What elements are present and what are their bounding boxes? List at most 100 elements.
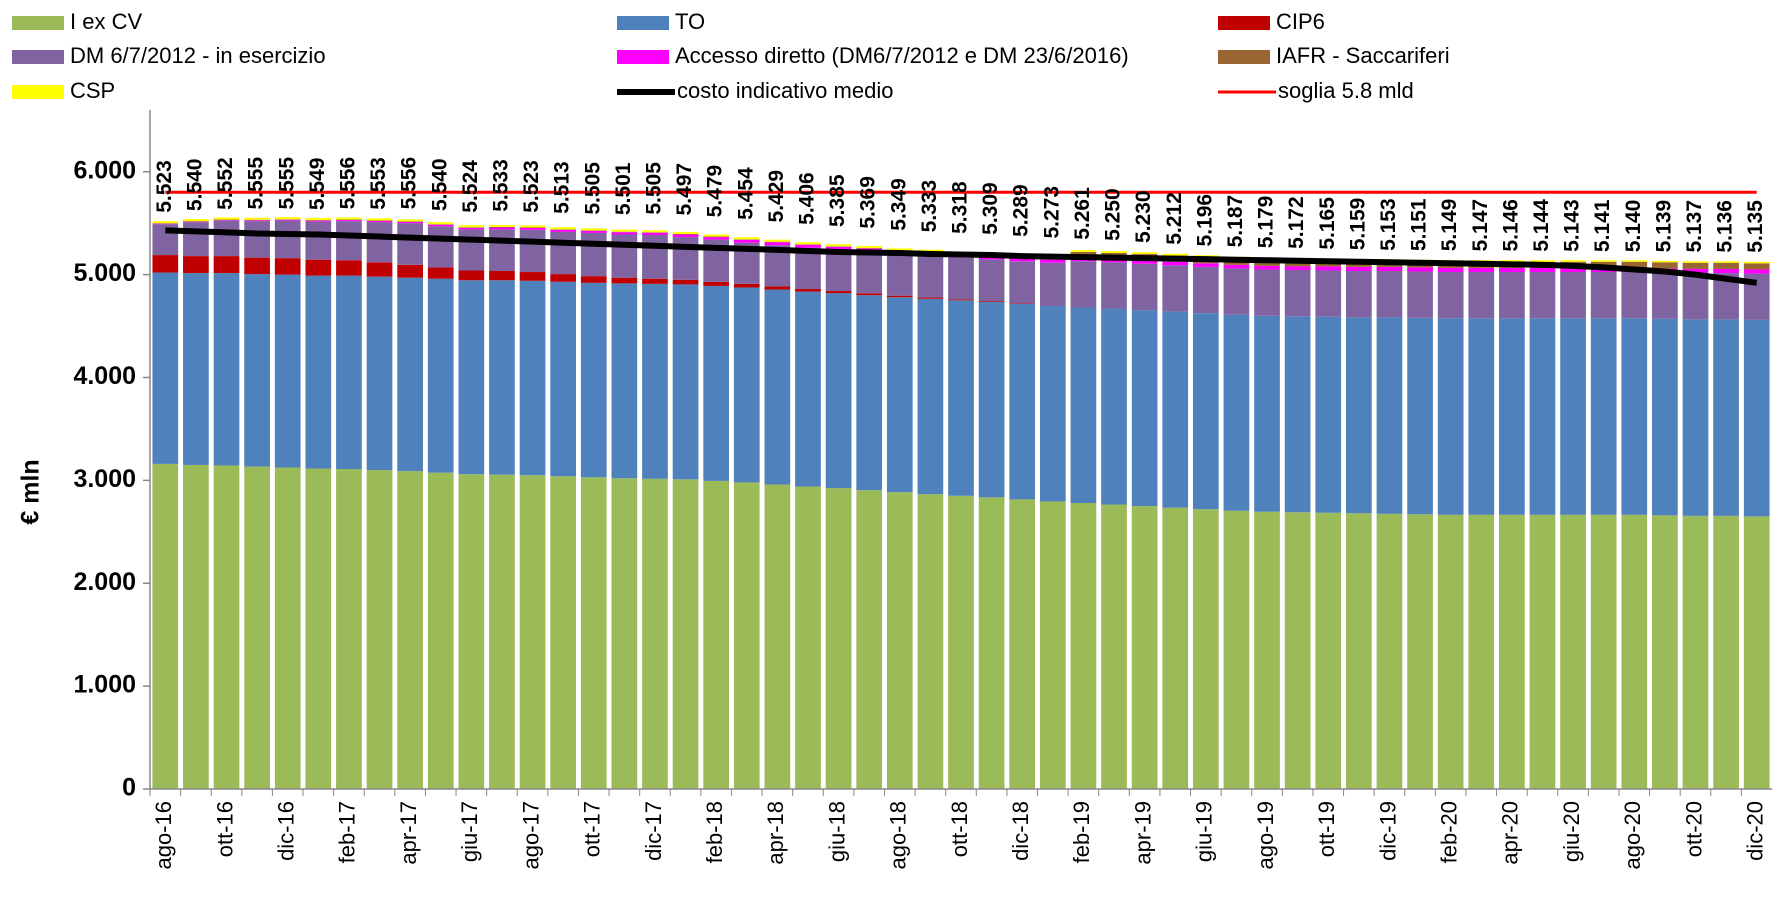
- bar-segment: [305, 259, 332, 276]
- bar-segment: [458, 474, 485, 789]
- bar-segment: [1039, 262, 1066, 306]
- bar-segment: [366, 220, 393, 223]
- total-label: 5.555: [245, 157, 268, 210]
- bar-segment: [519, 475, 546, 789]
- total-label: 5.505: [643, 162, 666, 215]
- bar-segment: [1499, 260, 1525, 262]
- x-tick-label: apr-19: [1130, 801, 1155, 865]
- bar-segment: [1437, 514, 1464, 789]
- bar-segment: [183, 256, 209, 274]
- bar-segment: [397, 264, 423, 278]
- bar-segment: [642, 232, 668, 233]
- bar-segment: [1682, 273, 1709, 320]
- bar-segment: [764, 289, 791, 485]
- total-label: 5.385: [826, 174, 849, 227]
- bar-segment: [856, 293, 883, 296]
- total-label: 5.406: [796, 172, 819, 225]
- bar-segment: [672, 234, 699, 238]
- bar-segment: [978, 259, 1005, 302]
- bar-segment: [611, 277, 638, 284]
- y-tick-label: 2.000: [73, 568, 136, 596]
- x-tick-label: dic-18: [1008, 801, 1033, 861]
- bar-segment: [458, 227, 485, 228]
- bar-segment: [1131, 260, 1158, 264]
- bar-segment: [550, 274, 577, 282]
- bar-segment: [274, 258, 301, 275]
- bar-segment: [580, 228, 607, 231]
- x-tick-label: giu-20: [1559, 801, 1584, 862]
- bar-segment: [672, 479, 699, 789]
- bar-segment: [642, 230, 668, 233]
- bar-segment: [611, 478, 638, 789]
- bar-segment: [1223, 314, 1250, 511]
- total-label: 5.137: [1683, 200, 1706, 253]
- bar-segment: [1590, 514, 1617, 789]
- bar-segment: [336, 221, 362, 261]
- bar-segment: [366, 470, 393, 789]
- bar-segment: [1315, 266, 1342, 271]
- bar-segment: [1560, 272, 1586, 319]
- bar-segment: [642, 278, 668, 284]
- bar-segment: [305, 468, 332, 789]
- bar-segment: [1682, 262, 1709, 269]
- x-tick-label: ott-18: [947, 801, 972, 857]
- bar-segment: [489, 271, 515, 281]
- bar-segment: [1468, 514, 1495, 789]
- bar-segment: [274, 219, 301, 221]
- bar-segment: [733, 239, 760, 240]
- bar-segment: [550, 229, 577, 232]
- bar-segment: [1529, 267, 1556, 273]
- total-label: 5.250: [1102, 188, 1125, 241]
- bar-segment: [427, 267, 454, 279]
- bar-segment: [948, 300, 974, 496]
- bar-segment: [213, 220, 240, 257]
- bar-segment: [1101, 308, 1127, 505]
- bar-segment: [1223, 268, 1250, 315]
- bar-segment: [550, 229, 577, 230]
- legend-label: I ex CV: [70, 9, 142, 34]
- bar-segment: [917, 494, 944, 789]
- bar-segment: [795, 247, 821, 290]
- total-label: 5.523: [153, 160, 176, 213]
- bar-segment: [580, 477, 607, 789]
- bar-segment: [519, 272, 546, 281]
- bar-segment: [1254, 511, 1280, 789]
- total-label: 5.143: [1561, 199, 1584, 252]
- bar-segment: [917, 297, 944, 299]
- bar-segment: [1254, 269, 1280, 316]
- bar-segment: [1101, 504, 1127, 789]
- bar-segment: [1039, 259, 1066, 263]
- bar-segment: [703, 480, 730, 789]
- bar-segment: [1407, 514, 1433, 789]
- bar-segment: [1529, 272, 1556, 319]
- bar-segment: [978, 497, 1005, 789]
- bar-segment: [672, 284, 699, 480]
- bar-segment: [580, 232, 607, 277]
- bar-segment: [1713, 262, 1739, 269]
- bar-segment: [366, 220, 393, 221]
- total-label: 5.289: [1010, 184, 1033, 237]
- bar-segment: [917, 249, 944, 252]
- bar-segment: [1407, 271, 1433, 318]
- x-tick-label: ott-16: [212, 801, 237, 857]
- bar-segment: [397, 223, 423, 265]
- bar-segment: [550, 281, 577, 477]
- legend-swatch: [12, 16, 64, 30]
- bar-segment: [580, 230, 607, 231]
- total-label: 5.429: [765, 170, 788, 223]
- bar-segment: [1315, 316, 1342, 513]
- bar-segment: [183, 464, 209, 789]
- x-tick-label: apr-17: [396, 801, 421, 865]
- legend-swatch: [1218, 16, 1270, 30]
- bar-segment: [764, 239, 791, 242]
- x-tick-label: giu-18: [824, 801, 849, 862]
- bar-segment: [1713, 319, 1739, 516]
- total-label: 5.147: [1469, 199, 1492, 252]
- bar-segment: [1162, 261, 1189, 266]
- bar-segment: [427, 472, 454, 789]
- total-label: 5.556: [336, 157, 359, 210]
- bar-segment: [244, 221, 270, 258]
- total-label: 5.553: [367, 157, 390, 210]
- legend-label: TO: [675, 9, 705, 34]
- bar-segment: [642, 234, 668, 279]
